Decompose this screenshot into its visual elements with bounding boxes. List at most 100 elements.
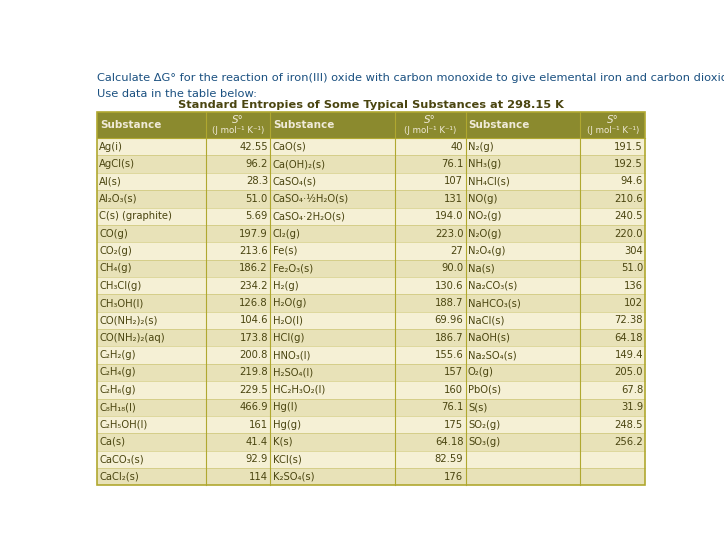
Text: Substance: Substance [468,120,530,130]
Text: 136: 136 [624,281,643,291]
Text: O₂(g): O₂(g) [468,367,494,377]
Text: 69.96: 69.96 [434,315,463,325]
Text: C₂H₄(g): C₂H₄(g) [99,367,135,377]
Bar [97,138,645,156]
Text: 192.5: 192.5 [615,159,643,169]
Text: 194.0: 194.0 [435,211,463,221]
Text: AgCl(s): AgCl(s) [99,159,135,169]
Text: 186.2: 186.2 [240,263,268,273]
Text: Na₂SO₄(s): Na₂SO₄(s) [468,350,516,360]
Text: 176: 176 [444,471,463,481]
Text: 67.8: 67.8 [620,385,643,395]
Text: Hg(g): Hg(g) [272,419,300,429]
Text: 304: 304 [624,246,643,256]
Text: CO(g): CO(g) [99,229,127,239]
Text: CaSO₄·2H₂O(s): CaSO₄·2H₂O(s) [272,211,345,221]
Bar [97,173,645,190]
Text: H₂SO₄(l): H₂SO₄(l) [272,367,313,377]
Text: CO(NH₂)₂(s): CO(NH₂)₂(s) [99,315,157,325]
Text: Al₂O₃(s): Al₂O₃(s) [99,194,138,204]
Text: NaOH(s): NaOH(s) [468,333,510,343]
Text: 82.59: 82.59 [434,454,463,464]
Bar [97,433,645,450]
Text: 219.8: 219.8 [240,367,268,377]
Bar [97,156,645,173]
Text: 51.0: 51.0 [620,263,643,273]
Text: H₂O(g): H₂O(g) [272,298,306,308]
Text: NH₄Cl(s): NH₄Cl(s) [468,177,510,187]
Text: 240.5: 240.5 [615,211,643,221]
Text: K(s): K(s) [272,437,292,447]
Text: 96.2: 96.2 [245,159,268,169]
Text: C₂H₅OH(l): C₂H₅OH(l) [99,419,147,429]
Text: N₂O(g): N₂O(g) [468,229,501,239]
Text: SO₃(g): SO₃(g) [468,437,500,447]
Text: K₂SO₄(s): K₂SO₄(s) [272,471,314,481]
Text: CaCO₃(s): CaCO₃(s) [99,454,143,464]
Bar [97,398,645,416]
Text: N₂O₄(g): N₂O₄(g) [468,246,505,256]
Text: 104.6: 104.6 [240,315,268,325]
Text: Al(s): Al(s) [99,177,122,187]
Text: 90.0: 90.0 [441,263,463,273]
Text: 5.69: 5.69 [245,211,268,221]
Bar [97,190,645,208]
Text: CaSO₄(s): CaSO₄(s) [272,177,316,187]
Text: 92.9: 92.9 [245,454,268,464]
Text: 160: 160 [445,385,463,395]
Text: 191.5: 191.5 [615,142,643,152]
Text: 200.8: 200.8 [240,350,268,360]
Text: S°: S° [607,115,618,125]
Text: 157: 157 [444,367,463,377]
Text: 76.1: 76.1 [441,159,463,169]
Text: 186.7: 186.7 [434,333,463,343]
Text: Ca(OH)₂(s): Ca(OH)₂(s) [272,159,326,169]
Text: 175: 175 [444,419,463,429]
Bar [97,294,645,312]
Text: 72.38: 72.38 [615,315,643,325]
Text: CH₄(g): CH₄(g) [99,263,132,273]
Bar [97,225,645,242]
Bar [97,381,645,398]
Text: Standard Entropies of Some Typical Substances at 298.15 K: Standard Entropies of Some Typical Subst… [178,100,564,110]
Text: C₈H₁₈(l): C₈H₁₈(l) [99,402,136,412]
Text: CO₂(g): CO₂(g) [99,246,132,256]
Bar [97,416,645,433]
Text: 28.3: 28.3 [245,177,268,187]
Text: Fe(s): Fe(s) [272,246,297,256]
Text: S°: S° [424,115,437,125]
Text: 197.9: 197.9 [239,229,268,239]
Text: 210.6: 210.6 [615,194,643,204]
Text: 161: 161 [249,419,268,429]
Text: H₂O(l): H₂O(l) [272,315,303,325]
Text: C₂H₆(g): C₂H₆(g) [99,385,135,395]
Text: Na₂CO₃(s): Na₂CO₃(s) [468,281,517,291]
Text: PbO(s): PbO(s) [468,385,501,395]
Text: 27: 27 [450,246,463,256]
Text: H₂(g): H₂(g) [272,281,298,291]
Text: Ca(s): Ca(s) [99,437,125,447]
Text: CH₃OH(l): CH₃OH(l) [99,298,143,308]
Text: 126.8: 126.8 [240,298,268,308]
Text: 102: 102 [624,298,643,308]
Text: 466.9: 466.9 [240,402,268,412]
Text: Ag(i): Ag(i) [99,142,123,152]
Text: (J mol⁻¹ K⁻¹): (J mol⁻¹ K⁻¹) [404,126,456,135]
Text: Use data in the table below:: Use data in the table below: [97,89,257,99]
Text: Calculate ΔG° for the reaction of iron(III) oxide with carbon monoxide to give e: Calculate ΔG° for the reaction of iron(I… [97,73,724,83]
Text: 205.0: 205.0 [615,367,643,377]
Text: HCl(g): HCl(g) [272,333,304,343]
Text: 114: 114 [249,471,268,481]
Text: HNO₃(l): HNO₃(l) [272,350,310,360]
Text: 107: 107 [445,177,463,187]
Bar [97,450,645,468]
Text: 213.6: 213.6 [240,246,268,256]
Text: NO₂(g): NO₂(g) [468,211,501,221]
Bar [97,112,645,485]
Text: 64.18: 64.18 [435,437,463,447]
Text: 31.9: 31.9 [620,402,643,412]
Text: 41.4: 41.4 [245,437,268,447]
Text: 248.5: 248.5 [615,419,643,429]
Text: N₂(g): N₂(g) [468,142,494,152]
Bar [97,260,645,277]
